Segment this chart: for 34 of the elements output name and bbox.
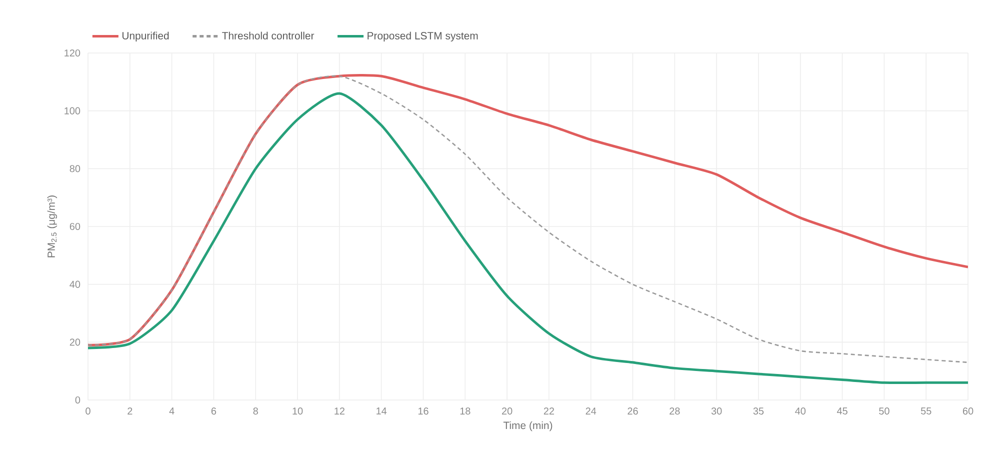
x-axis-title: Time (min) [503,421,552,432]
legend-label: Unpurified [122,32,169,42]
x-tick-label: 28 [670,408,680,415]
y-tick-label: 0 [75,396,80,404]
y-tick-label: 120 [64,49,80,57]
x-tick-label: 14 [376,408,387,414]
x-tick-label: 2 [128,408,132,414]
x-tick-label: 50 [879,408,890,415]
x-tick-label: 0 [86,408,90,415]
x-tick-label: 45 [836,408,848,414]
y-tick-label: 20 [70,338,80,346]
y-tick-label: 80 [70,165,80,172]
y-tick-label: 60 [70,222,80,230]
x-tick-label: 8 [253,408,258,415]
x-tick-label: 6 [211,408,216,415]
y-tick-label: 40 [70,280,80,288]
legend-label: Proposed LSTM system [368,32,478,42]
x-tick-label: 55 [920,408,932,414]
x-tick-label: 18 [460,408,470,415]
x-tick-label: 16 [418,408,428,415]
x-tick-label: 22 [544,408,554,414]
x-tick-label: 20 [502,408,512,415]
x-tick-label: 60 [962,408,974,415]
x-tick-label: 10 [292,408,303,415]
x-tick-label: 4 [169,408,174,414]
x-tick-label: 24 [586,408,596,414]
x-tick-label: 30 [711,408,722,415]
x-tick-label: 35 [753,408,764,415]
y-tick-label: 100 [64,107,80,114]
x-tick-label: 40 [795,408,806,415]
legend-label: Threshold controller [222,32,314,40]
y-axis-title: PM$_{2.5}$ (μg/m³) [47,196,58,258]
x-tick-label: 26 [628,408,638,415]
x-tick-label: 12 [334,408,344,414]
